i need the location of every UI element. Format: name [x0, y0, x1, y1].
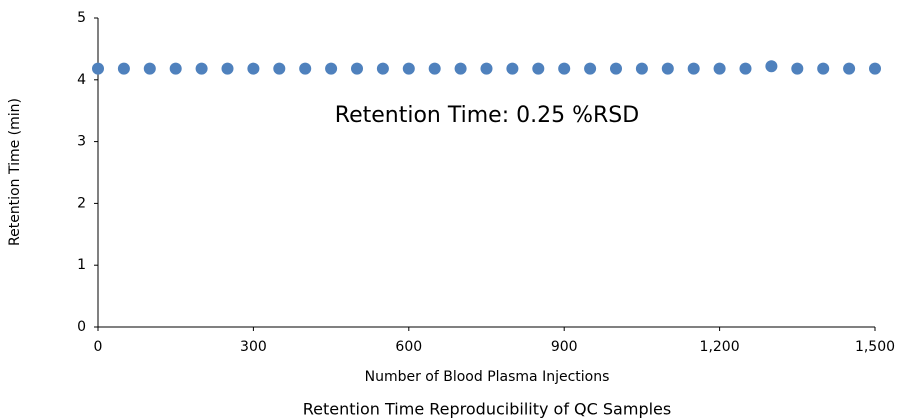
- x-tick-label: 1,200: [700, 339, 740, 355]
- data-point: [169, 62, 182, 75]
- data-point: [869, 62, 881, 75]
- data-point: [635, 62, 648, 75]
- y-tick-label: 2: [77, 195, 86, 211]
- data-point: [195, 62, 208, 75]
- y-tick-label: 0: [77, 319, 86, 335]
- chart-title: Retention Time Reproducibility of QC Sam…: [303, 400, 671, 419]
- data-point: [273, 62, 286, 75]
- data-point: [713, 62, 726, 75]
- data-point: [843, 62, 856, 75]
- data-point: [117, 62, 130, 75]
- data-point: [221, 62, 234, 75]
- x-tick-label: 600: [395, 339, 422, 355]
- x-axis-label: Number of Blood Plasma Injections: [365, 369, 610, 385]
- data-point: [817, 62, 830, 75]
- data-point: [351, 62, 363, 75]
- data-point: [299, 62, 312, 75]
- data-point: [687, 62, 700, 75]
- y-tick-label: 4: [77, 72, 86, 88]
- data-point: [247, 62, 260, 75]
- data-point: [454, 62, 467, 75]
- data-point: [480, 62, 493, 75]
- data-point: [428, 62, 441, 75]
- data-point: [739, 62, 752, 75]
- x-tick-label: 1,500: [855, 339, 895, 355]
- data-point: [610, 62, 622, 75]
- data-point: [506, 62, 519, 75]
- data-point: [558, 62, 571, 75]
- data-point: [661, 62, 674, 75]
- y-axis-label: Retention Time (min): [7, 98, 23, 246]
- data-point: [532, 62, 545, 75]
- x-tick-label: 300: [240, 339, 267, 355]
- y-tick-label: 1: [77, 257, 86, 273]
- data-point: [584, 62, 597, 75]
- x-tick-label: 0: [94, 339, 103, 355]
- data-point: [92, 62, 104, 75]
- x-tick-label: 900: [551, 339, 578, 355]
- data-point: [402, 62, 415, 75]
- data-point: [143, 62, 156, 75]
- y-tick-label: 5: [77, 10, 86, 26]
- data-point: [325, 62, 338, 75]
- annotation: Retention Time: 0.25 %RSD: [335, 103, 639, 128]
- data-point: [765, 60, 778, 73]
- y-tick-label: 3: [77, 134, 86, 150]
- data-point: [791, 62, 804, 75]
- data-point: [376, 62, 389, 75]
